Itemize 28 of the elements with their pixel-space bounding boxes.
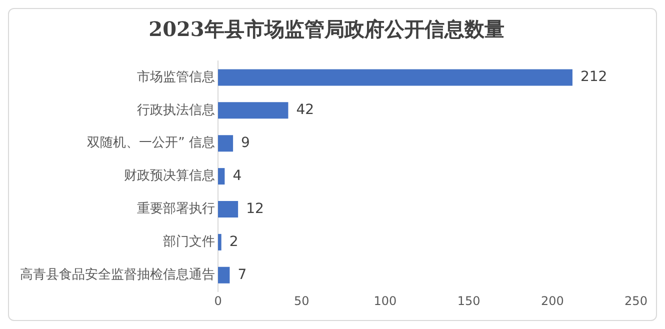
y-tick-label: 双随机、一公开” 信息	[87, 136, 215, 151]
x-tick-label: 200	[540, 294, 564, 308]
bar	[218, 234, 222, 250]
chart-title: 2023年县市场监管局政府公开信息数量	[148, 17, 504, 42]
y-tick-label: 行政执法信息	[137, 102, 215, 118]
y-tick-label: 财政预决算信息	[124, 168, 215, 184]
bar	[218, 69, 572, 86]
y-tick-label: 重要部署执行	[137, 202, 215, 217]
data-label: 7	[238, 266, 247, 283]
bar	[218, 135, 234, 152]
bar	[218, 266, 230, 284]
bar	[218, 168, 225, 185]
data-label: 212	[580, 69, 608, 86]
y-tick-label: 市场监管信息	[137, 70, 215, 85]
data-label: 2	[229, 234, 238, 250]
data-label: 42	[296, 102, 314, 118]
data-label: 12	[246, 200, 264, 217]
x-tick-label: 100	[374, 294, 397, 308]
x-tick-label: 0	[214, 294, 222, 308]
bar	[218, 102, 288, 119]
data-label: 4	[232, 168, 242, 184]
y-tick-label: 高青县食品安全监督抽检信息通告	[20, 266, 215, 283]
data-label: 9	[241, 135, 250, 151]
bar	[218, 201, 238, 218]
x-tick-label: 250	[624, 294, 648, 308]
x-tick-label: 50	[294, 294, 310, 308]
x-tick-label: 150	[457, 294, 480, 308]
y-tick-label: 部门文件	[163, 234, 215, 250]
